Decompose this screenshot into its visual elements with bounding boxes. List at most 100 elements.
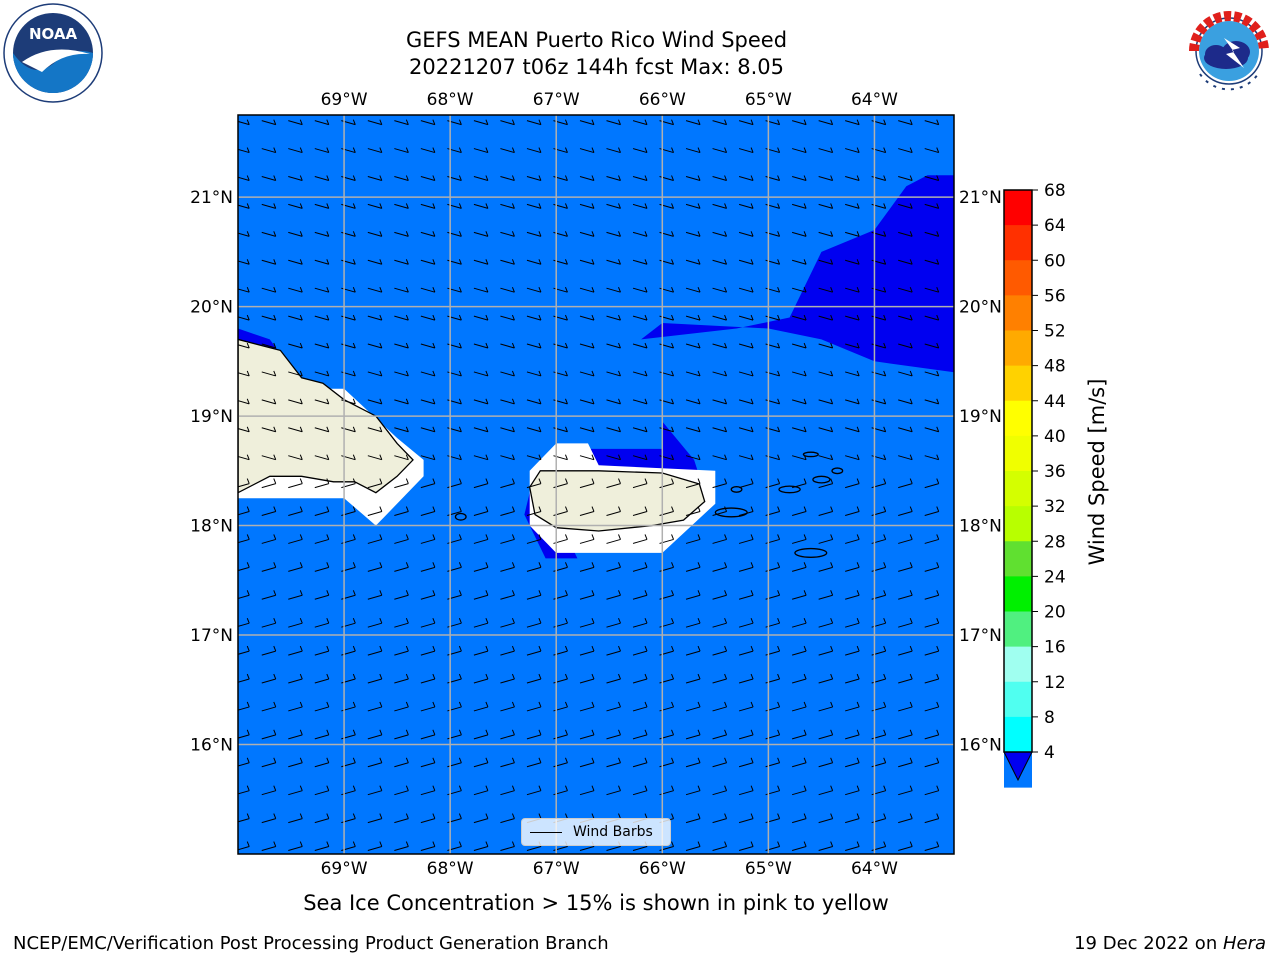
colorbar-segment [1004, 506, 1032, 542]
wind-barb [685, 506, 701, 516]
wind-barb [367, 314, 383, 321]
wind-barb [898, 729, 913, 740]
wind-barb [473, 342, 489, 349]
wind-barb [261, 534, 277, 544]
colorbar-tick-label: 8 [1044, 708, 1055, 728]
colorbar-segment [1004, 330, 1032, 367]
wind-barb [898, 259, 913, 265]
wind-barb [845, 175, 860, 181]
wind-barb [818, 398, 834, 405]
wind-barb [500, 506, 515, 516]
wind-barb [238, 175, 250, 181]
wind-barb [394, 147, 409, 154]
wind-barb [685, 673, 701, 684]
wind-barb [818, 342, 834, 349]
wind-barb [738, 286, 754, 293]
wind-barb [314, 478, 330, 489]
wind-barb [579, 701, 595, 712]
wind-barb [238, 314, 250, 321]
small-island [454, 512, 467, 521]
wind-barb [632, 426, 648, 433]
wind-barb [238, 590, 250, 599]
wind-barb [818, 147, 834, 154]
wind-barb [579, 119, 595, 126]
wind-barb [288, 590, 303, 600]
colorbar-tick-label: 20 [1044, 603, 1066, 623]
date-footer: 19 Dec 2022 on Hera [1074, 933, 1266, 955]
wind-barb [606, 729, 621, 740]
wind-barb [685, 286, 701, 293]
wind-barb [261, 203, 277, 209]
wind-barb [818, 645, 834, 656]
lon-label-top: 64°W [851, 90, 898, 110]
wind-barb [738, 701, 754, 712]
lat-label-right: 16°N [959, 736, 1002, 756]
wind-barb [845, 506, 860, 516]
colorbar: 68 64 60 56 52 48 44 40 36 32 28 24 20 16 12 8 4 [1003, 181, 1066, 788]
wind-barb [394, 203, 409, 209]
wind-barb [606, 175, 621, 181]
wind-barb [845, 813, 860, 824]
wind-barb [420, 506, 436, 516]
wind-barb [579, 757, 595, 768]
wind-barb [500, 729, 515, 740]
wind-barb [261, 562, 277, 572]
wind-barb [818, 259, 834, 265]
wind-barb [924, 454, 940, 461]
chart-title: GEFS MEAN Puerto Rico Wind Speed [405, 28, 788, 52]
colorbar-tick-label: 48 [1044, 357, 1066, 377]
wind-barb [791, 342, 807, 349]
wind-barb [288, 203, 303, 209]
wind-barb [898, 147, 913, 154]
wind-barb [314, 259, 330, 265]
colorbar-segment [1004, 435, 1032, 472]
wind-barb [845, 785, 860, 796]
wind-barb [367, 785, 383, 796]
wind-barb [924, 785, 940, 796]
wind-barb [261, 426, 277, 433]
wind-barb [791, 119, 807, 126]
colorbar-tick-label: 28 [1044, 532, 1066, 552]
wind-barb [394, 478, 409, 489]
wind-barb [238, 203, 250, 209]
chart-subtitle: 20221207 t06z 144h fcst Max: 8.05 [409, 55, 784, 79]
wind-barb [367, 231, 383, 237]
wind-barb [238, 645, 250, 655]
wind-barb [924, 645, 940, 656]
wind-barb [738, 342, 754, 349]
wind-barb [606, 203, 621, 209]
wind-barb [606, 562, 621, 572]
wind-barb [791, 478, 807, 489]
wind-barb [420, 119, 436, 126]
wind-barb [367, 645, 383, 656]
lat-label-left: 17°N [190, 626, 233, 646]
wind-barb [473, 729, 489, 740]
wind-barb [394, 342, 409, 349]
wind-barb [420, 342, 436, 349]
wind-barb [394, 701, 409, 712]
wind-barb [685, 398, 701, 405]
wind-barb [500, 562, 515, 572]
wind-barb [579, 426, 595, 433]
wind-barb [473, 478, 489, 489]
wind-barb [367, 506, 383, 516]
wind-barb [394, 757, 409, 768]
wind-barb [500, 757, 515, 768]
wind-barb [473, 562, 489, 572]
wind-barb [500, 286, 515, 293]
wind-barb [898, 813, 913, 824]
small-island [778, 485, 801, 494]
wind-barb [685, 370, 701, 377]
wind-barb [845, 701, 860, 712]
wind-barb [712, 231, 728, 237]
wind-barb [712, 203, 728, 209]
wind-barb [288, 841, 303, 852]
wind-barb [924, 314, 940, 321]
wind-barb [685, 841, 701, 852]
wind-barb [685, 426, 701, 433]
wind-barb [288, 370, 303, 377]
wind-barb [420, 454, 436, 461]
wind-barb [606, 645, 621, 656]
wind-barb [314, 398, 330, 405]
wind-barb [818, 617, 834, 628]
